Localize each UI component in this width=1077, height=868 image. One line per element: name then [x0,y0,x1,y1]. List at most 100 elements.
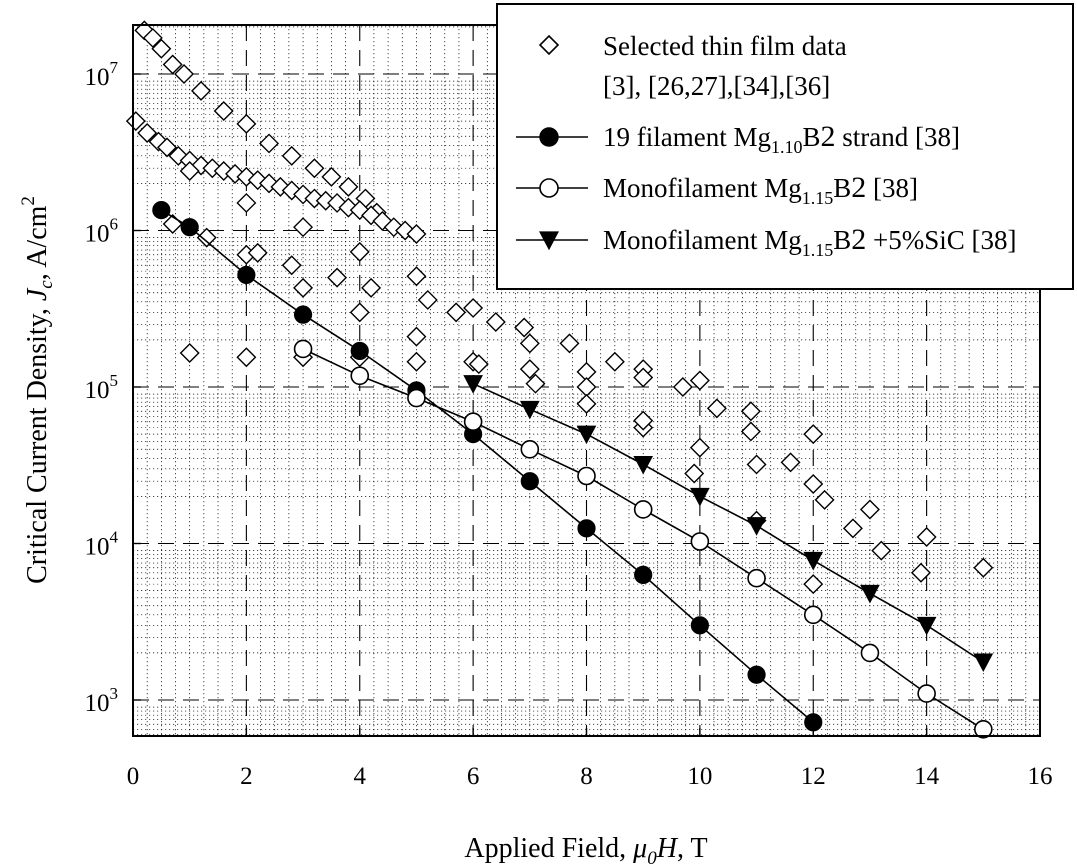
data-point-19-filament [690,616,709,635]
y-axis-title: Critical Current Density, Jc, A/cm2 [18,196,57,584]
legend-marker-down-triangle [539,231,559,251]
data-point-thin-film [213,161,234,181]
data-point-thin-film [179,161,200,181]
legend-label-19-filament: 19 filament Mg1.10B2 strand [38] [603,120,960,157]
series-line-monofilament-sic [472,382,984,663]
data-point-19-filament [634,565,653,585]
data-point-monofilament-sic [576,425,597,445]
data-point-thin-film [321,166,342,187]
data-point-monofilament [917,684,936,703]
data-point-monofilament-sic [463,375,483,394]
data-point-thin-film [168,145,189,166]
data-point-monofilament [690,532,710,551]
legend-entry-19-filament: 19 filament Mg1.10B2 strand [38] [516,120,960,157]
data-point-thin-film [485,312,506,333]
data-point-thin-film [338,197,359,218]
y-tick-label: 106 [85,215,119,248]
y-tick-label: 103 [85,684,119,717]
legend-marker-diamond [538,34,560,56]
x-tick-label: 16 [1028,763,1053,790]
legend-label-monofilament-sic: Monofilament Mg1.15B2 +5%SiC [38] [603,223,1016,260]
data-point-thin-film [225,163,246,184]
data-point-thin-film [740,421,761,442]
legend-entry-monofilament: Monofilament Mg1.15B2 [38] [516,171,918,208]
series-thin-film [125,20,994,595]
data-point-monofilament-sic [860,584,880,604]
data-point-monofilament-sic [973,653,994,673]
data-point-thin-film [213,101,234,122]
data-point-thin-film [706,398,727,419]
data-point-thin-film [740,401,761,422]
series-monofilament [293,339,993,739]
data-point-thin-film [514,317,535,338]
y-tick-label: 104 [85,528,119,561]
data-point-19-filament [152,201,171,220]
data-point-thin-film [125,111,146,132]
legend-label-thin-film-line1: Selected thin film data [603,31,847,61]
legend-marker-filled-circle [539,127,559,147]
data-point-thin-film [746,454,767,475]
data-point-thin-film [361,277,382,298]
x-tick-label: 6 [467,763,480,790]
legend-marker-open-circle [539,178,559,198]
data-point-monofilament-sic [633,455,654,475]
data-point-thin-film [142,27,163,48]
data-point-19-filament [747,665,766,684]
data-point-thin-film [803,474,824,494]
minor-grid [133,25,1040,736]
data-point-thin-film [179,342,200,363]
data-point-thin-film [417,289,438,310]
data-point-thin-film [281,255,302,276]
data-point-thin-film [372,211,393,231]
legend-box [496,3,1074,290]
data-point-thin-film [910,562,931,583]
data-point-monofilament [293,339,313,359]
data-point-thin-film [604,351,625,372]
data-point-monofilament-sic [690,487,710,507]
data-point-thin-film [859,499,880,520]
data-point-monofilament [803,605,823,625]
data-point-19-filament [237,265,256,285]
data-point-thin-film [236,347,257,368]
data-point-thin-film [191,80,212,101]
data-point-thin-film [236,192,257,213]
x-axis-ticks: 0 2 4 6 8 10 12 14 16 [127,728,1053,790]
data-point-thin-film [349,200,370,221]
data-point-thin-film [525,373,546,394]
data-point-thin-film [803,424,824,445]
data-point-thin-film [684,463,705,484]
data-point-monofilament [860,643,880,663]
data-point-thin-film [327,267,348,288]
data-point-monofilament-sic [803,551,824,571]
x-tick-label: 8 [580,763,593,790]
data-point-thin-film [151,38,172,59]
data-point-thin-film [259,173,280,194]
data-point-monofilament [520,439,540,459]
data-point-thin-film [463,297,484,318]
data-point-monofilament [577,466,596,486]
y-tick-label: 105 [85,371,119,404]
legend: Selected thin film data [3], [26,27],[34… [496,3,1074,290]
x-tick-label: 4 [354,763,367,790]
data-point-thin-film [247,242,268,263]
legend-entry-thin-film: Selected thin film data [3], [26,27],[34… [538,31,847,101]
legend-entry-monofilament-sic: Monofilament Mg1.15B2 +5%SiC [38] [516,223,1016,260]
x-tick-label: 2 [240,763,253,790]
data-point-thin-film [293,217,314,238]
data-point-thin-film [174,64,195,84]
data-point-monofilament [463,412,483,432]
data-point-thin-film [406,223,427,244]
data-point-thin-film [338,176,359,197]
x-tick-label: 14 [914,763,940,790]
data-point-thin-film [281,180,302,201]
data-point-thin-film [202,158,223,179]
data-point-thin-film [304,158,325,179]
data-point-thin-film [162,54,183,75]
data-point-thin-film [803,574,824,595]
data-point-thin-film [406,326,427,347]
x-tick-label: 10 [687,763,712,790]
data-point-thin-film [293,277,314,298]
data-point-thin-film [842,518,863,539]
data-point-thin-film [973,557,994,578]
